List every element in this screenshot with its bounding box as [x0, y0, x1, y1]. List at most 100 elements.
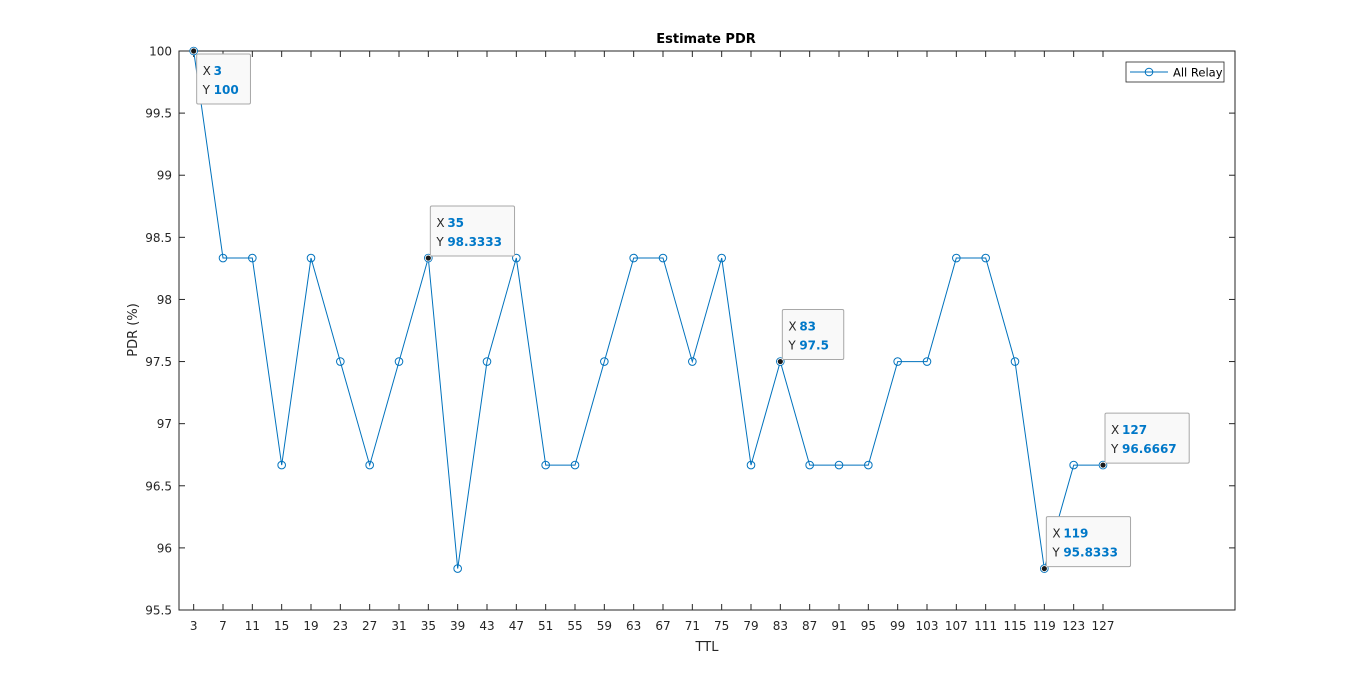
data-point [1098, 460, 1108, 470]
datatip-box [429, 205, 516, 257]
data-point [864, 460, 873, 470]
x-tick-label: 27 [362, 619, 377, 633]
data-point [306, 253, 316, 263]
x-tick-label: 35 [421, 619, 436, 633]
data-point [512, 253, 521, 263]
x-tick-label: 75 [714, 619, 729, 633]
data-point [717, 253, 726, 263]
data-point [1069, 460, 1078, 470]
x-tick-label: 127 [1092, 619, 1115, 633]
data-point [688, 357, 697, 366]
data-point [600, 357, 609, 366]
datatip-y-label: Y [787, 339, 796, 353]
x-tick-label: 51 [538, 619, 553, 633]
x-tick-label: 7 [219, 619, 227, 633]
y-tick-label: 96 [157, 541, 172, 555]
data-point [629, 253, 638, 263]
y-tick-label: 99 [157, 169, 172, 183]
datatip-marker [190, 47, 198, 55]
datatip-x-value: 127 [1122, 423, 1147, 437]
datatip-y-label: Y [1110, 442, 1119, 456]
series-line [193, 50, 1103, 569]
datatip: X 83Y 97.5 [776, 309, 845, 365]
x-tick-label: 3 [190, 619, 198, 633]
x-tick-label: 123 [1062, 619, 1085, 633]
datatip-box [1104, 412, 1190, 464]
datatip-y-value: 95.8333 [1063, 546, 1118, 560]
y-tick-label: 96.5 [145, 479, 172, 493]
x-tick-label: 71 [685, 619, 700, 633]
x-tick-label: 11 [245, 619, 260, 633]
x-axis: 3 7 11 15 19 23 27 31 35 39 43 47 51 55 59 63 67 71 75 79 83… [190, 51, 1115, 633]
datatip-x-value: 83 [799, 320, 816, 334]
data-point [1040, 564, 1049, 573]
x-tick-label: 39 [450, 619, 465, 633]
data-point [893, 357, 902, 366]
datatip-x-value: 35 [447, 216, 464, 230]
x-tick-label: 87 [802, 619, 817, 633]
legend: All Relay [1125, 61, 1225, 83]
x-tick-label: 19 [303, 619, 318, 633]
y-tick-label: 95.5 [145, 604, 172, 618]
x-tick-label: 43 [479, 619, 494, 633]
datatip: X 35Y 98.3333 [424, 205, 516, 262]
x-tick-label: 67 [655, 619, 670, 633]
datatip-y-value: 100 [214, 83, 239, 97]
data-point [424, 253, 433, 263]
y-tick-label: 100 [149, 45, 172, 59]
legend-label: All Relay [1173, 66, 1223, 80]
x-tick-label: 63 [626, 619, 641, 633]
datatip-y-label: Y [435, 235, 444, 249]
datatip-marker [1099, 461, 1107, 469]
data-point [776, 357, 785, 366]
x-tick-label: 55 [567, 619, 582, 633]
y-axis: 95.5 96 96.5 97 97.5 98 98.5 99 99.5 100 [145, 45, 1235, 618]
datatip-marker [776, 358, 784, 365]
x-tick-label: 23 [333, 619, 348, 633]
data-point [834, 460, 844, 470]
data-point [277, 460, 286, 470]
data-point [981, 253, 990, 263]
data-point [218, 253, 228, 263]
data-point [1010, 357, 1020, 366]
series-layer [189, 46, 1108, 573]
datatip-y-value: 96.6667 [1122, 442, 1177, 456]
y-tick-label: 97.5 [145, 355, 172, 369]
datatip-x-label: X [1111, 423, 1119, 437]
data-point [658, 253, 668, 263]
x-tick-label: 31 [391, 619, 406, 633]
x-tick-label: 47 [509, 619, 524, 633]
data-point [922, 357, 932, 366]
x-tick-label: 83 [773, 619, 788, 633]
x-tick-label: 119 [1033, 619, 1056, 633]
data-point [746, 460, 756, 470]
datatip-x-label: X [788, 320, 796, 334]
data-point [570, 460, 580, 470]
datatip-x-value: 119 [1063, 527, 1088, 541]
datatip-y-label: Y [1051, 546, 1060, 560]
x-tick-label: 99 [890, 619, 905, 633]
data-point [248, 253, 257, 263]
y-tick-label: 99.5 [145, 107, 172, 121]
datatip-marker [1040, 565, 1048, 572]
datatip-x-label: X [436, 216, 444, 230]
x-tick-label: 15 [274, 619, 289, 633]
datatip-marker [424, 254, 432, 262]
data-point [453, 564, 462, 573]
legend-box [1125, 61, 1225, 83]
datatip-box [196, 53, 251, 105]
data-point [365, 460, 374, 470]
x-tick-label: 79 [743, 619, 758, 633]
data-point [336, 357, 345, 366]
datatip-box [1045, 516, 1132, 568]
y-tick-label: 98 [157, 293, 172, 307]
y-tick-label: 98.5 [145, 231, 172, 245]
datatip-box [781, 309, 845, 361]
data-point [952, 253, 961, 263]
x-axis-label: TTL [695, 640, 720, 655]
data-point [541, 460, 550, 470]
